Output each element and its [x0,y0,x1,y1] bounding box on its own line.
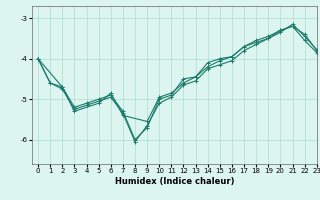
X-axis label: Humidex (Indice chaleur): Humidex (Indice chaleur) [115,177,234,186]
